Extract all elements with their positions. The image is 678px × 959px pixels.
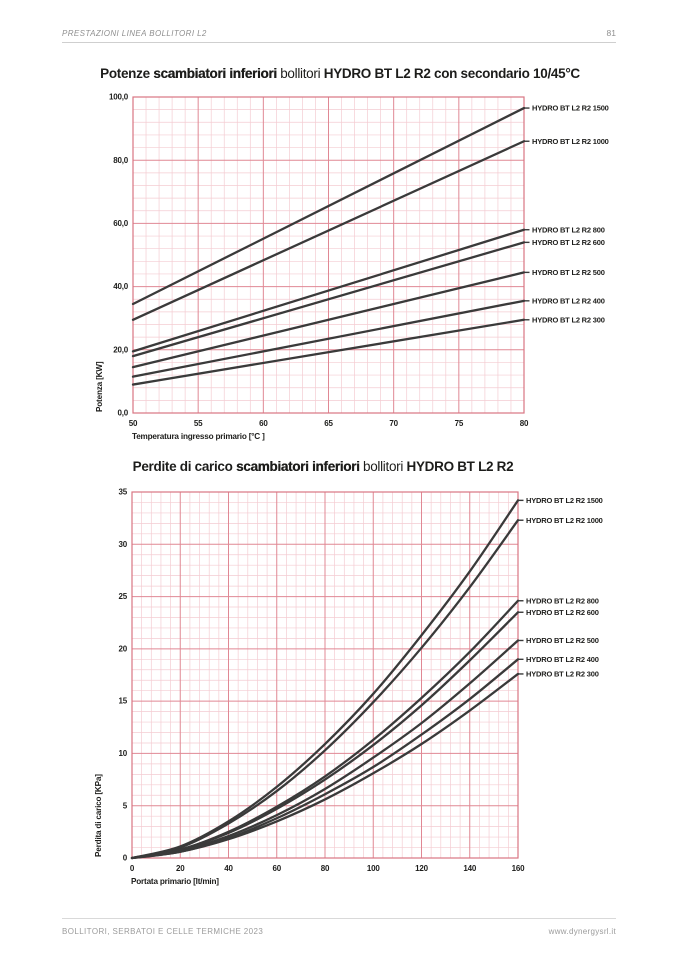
y-axis-tick-label: 20 [119,644,128,653]
x-axis-tick-label: 100 [367,864,380,873]
y-axis-tick-label: 30 [119,540,128,549]
y-axis-tick-label: 0 [123,854,128,863]
x-axis-tick-label: 55 [194,419,203,428]
y-axis-tick-label: 60,0 [113,219,129,228]
y-axis-tick-label: 25 [119,592,128,601]
series-label: HYDRO BT L2 R2 400 [526,655,599,664]
x-axis-tick-label: 75 [455,419,464,428]
x-axis-title: Portata primario [lt/min] [131,877,219,886]
series-label: HYDRO BT L2 R2 400 [532,296,605,305]
page-number: 81 [606,28,616,38]
series-label: HYDRO BT L2 R2 1000 [526,516,603,525]
series-line-hydro-bt-l2-r2-400 [131,299,526,378]
series-line-hydro-bt-l2-r2-1000 [131,140,526,321]
x-axis-tick-label: 120 [415,864,428,873]
y-axis-tick-label: 80,0 [113,156,129,165]
series-label: HYDRO BT L2 R2 1500 [532,104,609,113]
title-segment: scambiatori inferiori [236,459,360,474]
y-axis-title: Perdita di carico [KPa] [94,774,103,857]
series-label: HYDRO BT L2 R2 500 [526,636,599,645]
x-axis-tick-label: 0 [130,864,135,873]
title-segment: bollitori [276,66,324,81]
series-label: HYDRO BT L2 R2 600 [526,608,599,617]
x-axis-tick-label: 20 [176,864,185,873]
y-axis-tick-label: 10 [119,749,128,758]
x-axis-tick-label: 80 [321,864,330,873]
series-label: HYDRO BT L2 R2 600 [532,238,605,247]
series-line-hydro-bt-l2-r2-500 [131,271,526,369]
title-segment: Perdite di carico [132,459,237,474]
y-axis-tick-label: 100,0 [109,93,129,102]
plot-border [132,96,525,414]
x-axis-tick-label: 60 [259,419,268,428]
x-axis-tick-label: 60 [273,864,282,873]
x-axis-tick-label: 70 [389,419,398,428]
chart1-title: Potenze scambiatori inferiori bollitori … [100,66,580,81]
title-segment: HYDRO BT L2 R2 [406,459,514,474]
series-line-hydro-bt-l2-r2-300 [131,318,526,386]
footer-website-link[interactable]: www.dynergysrl.it [548,927,616,936]
chart2-title: Perdite di carico scambiatori inferiori … [133,459,514,474]
page-header: PRESTAZIONI LINEA BOLLITORI L2 81 [62,22,616,43]
series-line-hydro-bt-l2-r2-1500 [131,106,526,306]
x-axis-tick-label: 140 [463,864,476,873]
title-segment: bollitori [359,459,407,474]
series-label: HYDRO BT L2 R2 1500 [526,496,603,505]
title-segment: Potenze [100,66,154,81]
title-segment: scambiatori inferiori [153,66,277,81]
title-segment: HYDRO BT L2 R2 con secondario 10/45°C [323,66,580,81]
x-axis-tick-label: 40 [224,864,233,873]
y-axis-tick-label: 5 [123,801,128,810]
y-axis-tick-label: 35 [119,488,128,497]
x-axis-tick-label: 65 [324,419,333,428]
series-label: HYDRO BT L2 R2 500 [532,268,605,277]
series-line-hydro-bt-l2-r2-600 [130,611,520,860]
x-axis-tick-label: 80 [520,419,529,428]
series-label: HYDRO BT L2 R2 300 [526,670,599,679]
series-label: HYDRO BT L2 R2 300 [532,315,605,324]
y-axis-tick-label: 20,0 [113,345,129,354]
series-line-hydro-bt-l2-r2-300 [130,672,520,860]
x-axis-tick-label: 160 [512,864,525,873]
y-axis-tick-label: 40,0 [113,282,129,291]
series-line-hydro-bt-l2-r2-800 [131,228,526,353]
x-axis-tick-label: 50 [129,419,138,428]
series-line-hydro-bt-l2-r2-500 [130,639,520,860]
footer-edition-label: BOLLITORI, SERBATOI E CELLE TERMICHE 202… [62,927,264,936]
page-footer: BOLLITORI, SERBATOI E CELLE TERMICHE 202… [62,918,616,936]
series-label: HYDRO BT L2 R2 800 [532,225,605,234]
series-line-hydro-bt-l2-r2-600 [131,241,526,358]
x-axis-title: Temperatura ingresso primario [°C ] [132,432,265,441]
series-line-hydro-bt-l2-r2-1000 [130,519,520,860]
series-label: HYDRO BT L2 R2 800 [526,596,599,605]
series-line-hydro-bt-l2-r2-1500 [130,499,520,860]
running-header-title: PRESTAZIONI LINEA BOLLITORI L2 [62,29,207,38]
y-axis-tick-label: 15 [119,697,128,706]
series-label: HYDRO BT L2 R2 1000 [532,137,609,146]
y-axis-tick-label: 0,0 [117,409,128,418]
y-axis-title: Potenza [KW] [95,361,104,412]
